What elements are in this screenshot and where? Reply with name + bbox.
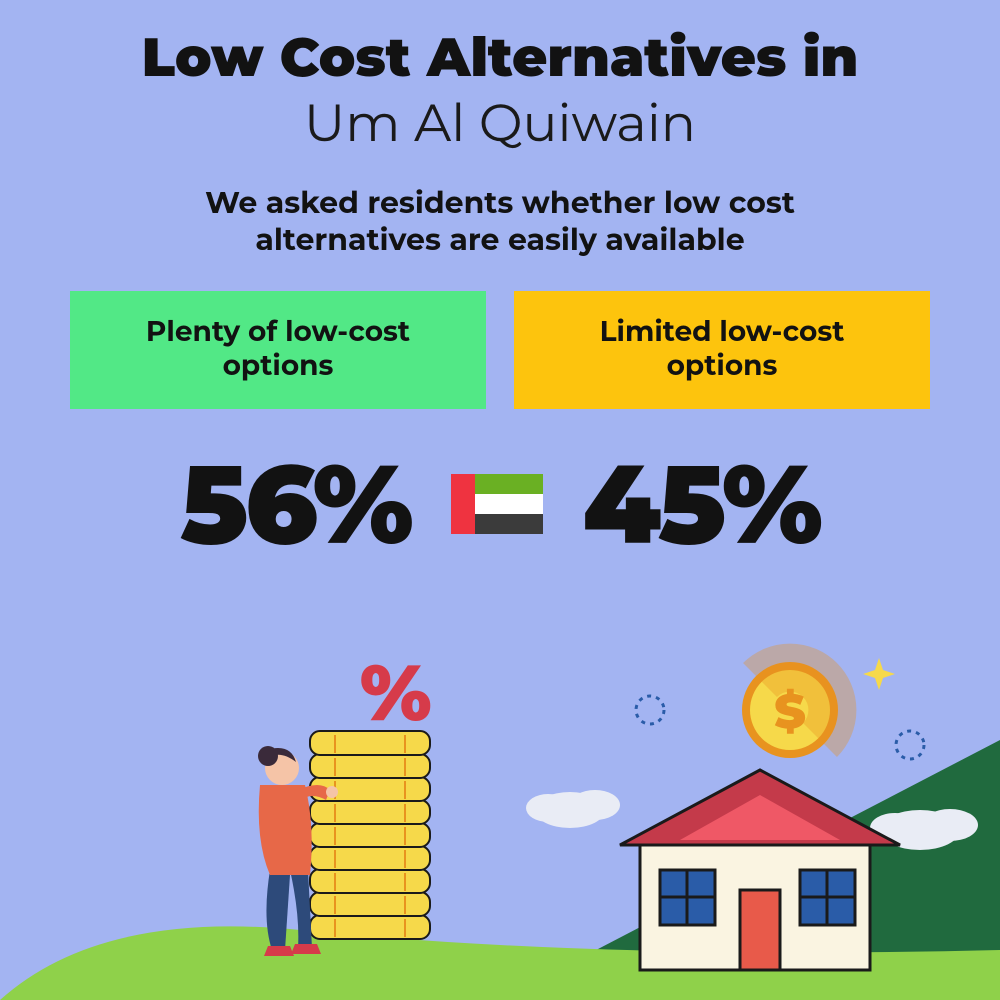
- title-line2: Um Al Quiwain: [0, 93, 1000, 155]
- sparkle-star: [863, 658, 895, 690]
- cards-row: Plenty of low-cost options Limited low-c…: [0, 291, 1000, 409]
- percent-icon: %: [360, 644, 432, 740]
- card-limited: Limited low-cost options: [514, 291, 930, 409]
- stat-right: 45%: [583, 437, 820, 571]
- subtitle: We asked residents whether low cost alte…: [110, 184, 890, 259]
- card-limited-label: Limited low-cost options: [544, 316, 900, 383]
- sparkle-1: [636, 696, 664, 724]
- header: Low Cost Alternatives in Um Al Quiwain W…: [0, 0, 1000, 259]
- coin-stack-icon: [310, 731, 430, 939]
- title-line1: Low Cost Alternatives in: [0, 28, 1000, 87]
- house-icon: [620, 770, 900, 970]
- flag-red-stripe: [451, 474, 475, 534]
- cloud-left: [526, 790, 620, 828]
- illustration: $: [0, 640, 1000, 1000]
- stat-left: 56%: [180, 437, 410, 571]
- flag-black-stripe: [475, 514, 543, 534]
- uae-flag-icon: [451, 474, 543, 534]
- infographic-canvas: Low Cost Alternatives in Um Al Quiwain W…: [0, 0, 1000, 1000]
- svg-text:$: $: [774, 683, 806, 741]
- flag-horizontal-stripes: [475, 474, 543, 534]
- dollar-coin-icon: $: [742, 662, 838, 758]
- card-plenty: Plenty of low-cost options: [70, 291, 486, 409]
- flag-green-stripe: [475, 474, 543, 494]
- flag-white-stripe: [475, 494, 543, 514]
- card-plenty-label: Plenty of low-cost options: [100, 316, 456, 383]
- stats-row: 56% 45%: [0, 437, 1000, 571]
- sparkle-2: [896, 731, 924, 759]
